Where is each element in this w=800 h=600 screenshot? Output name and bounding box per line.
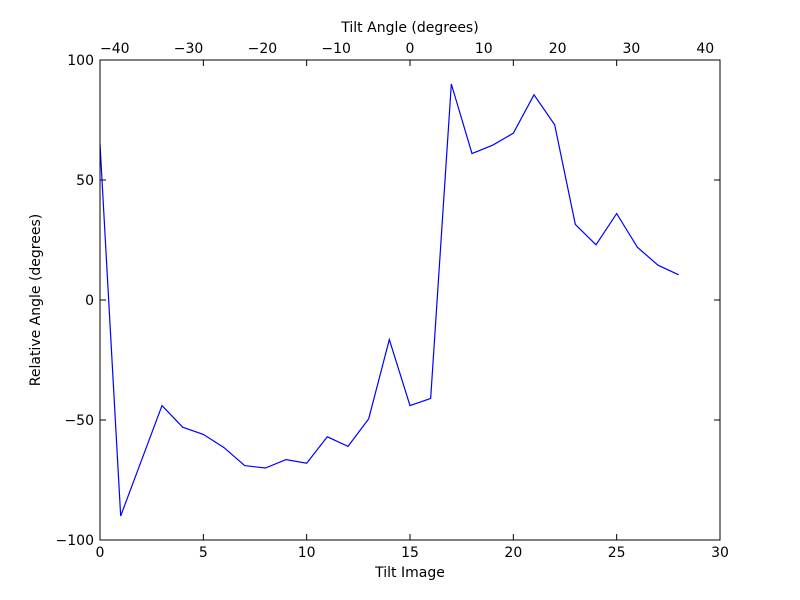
top-x-axis: −40 −30 −20 −10 0 10 20 30 40 bbox=[100, 41, 714, 57]
top-x-tick-label: 40 bbox=[696, 41, 714, 57]
top-x-tick-label: 30 bbox=[623, 41, 641, 57]
top-x-axis-label: Tilt Angle (degrees) bbox=[340, 20, 478, 36]
x-tick-label: 10 bbox=[298, 545, 316, 561]
top-x-tick-label: −10 bbox=[321, 41, 351, 57]
y-tick-label: 0 bbox=[85, 293, 94, 309]
top-x-tick-label: −20 bbox=[248, 41, 278, 57]
x-axis-label: Tilt Image bbox=[374, 565, 445, 581]
top-x-tick-label: −30 bbox=[174, 41, 204, 57]
y-tick-label: 100 bbox=[67, 53, 94, 69]
x-tick-label: 25 bbox=[608, 545, 626, 561]
top-x-tick-label: 20 bbox=[549, 41, 567, 57]
top-x-tick-label: 0 bbox=[406, 41, 415, 57]
x-tick-label: 5 bbox=[199, 545, 208, 561]
y-tick-label: 50 bbox=[76, 173, 94, 189]
y-tick-label: −100 bbox=[56, 533, 94, 549]
bottom-x-axis: 0 5 10 15 20 25 30 bbox=[96, 60, 729, 561]
y-axis: −100 −50 0 50 100 bbox=[56, 53, 720, 549]
x-tick-label: 15 bbox=[401, 545, 419, 561]
y-axis-label: Relative Angle (degrees) bbox=[28, 214, 44, 386]
plot-area bbox=[100, 60, 720, 540]
series-line bbox=[99, 83, 679, 517]
x-tick-label: 0 bbox=[96, 545, 105, 561]
top-x-tick-label: 10 bbox=[475, 41, 493, 57]
y-tick-label: −50 bbox=[64, 413, 94, 429]
plot-frame bbox=[99, 59, 721, 541]
x-tick-label: 20 bbox=[504, 545, 522, 561]
x-tick-label: 30 bbox=[711, 545, 729, 561]
top-x-tick-label: −40 bbox=[100, 41, 130, 57]
